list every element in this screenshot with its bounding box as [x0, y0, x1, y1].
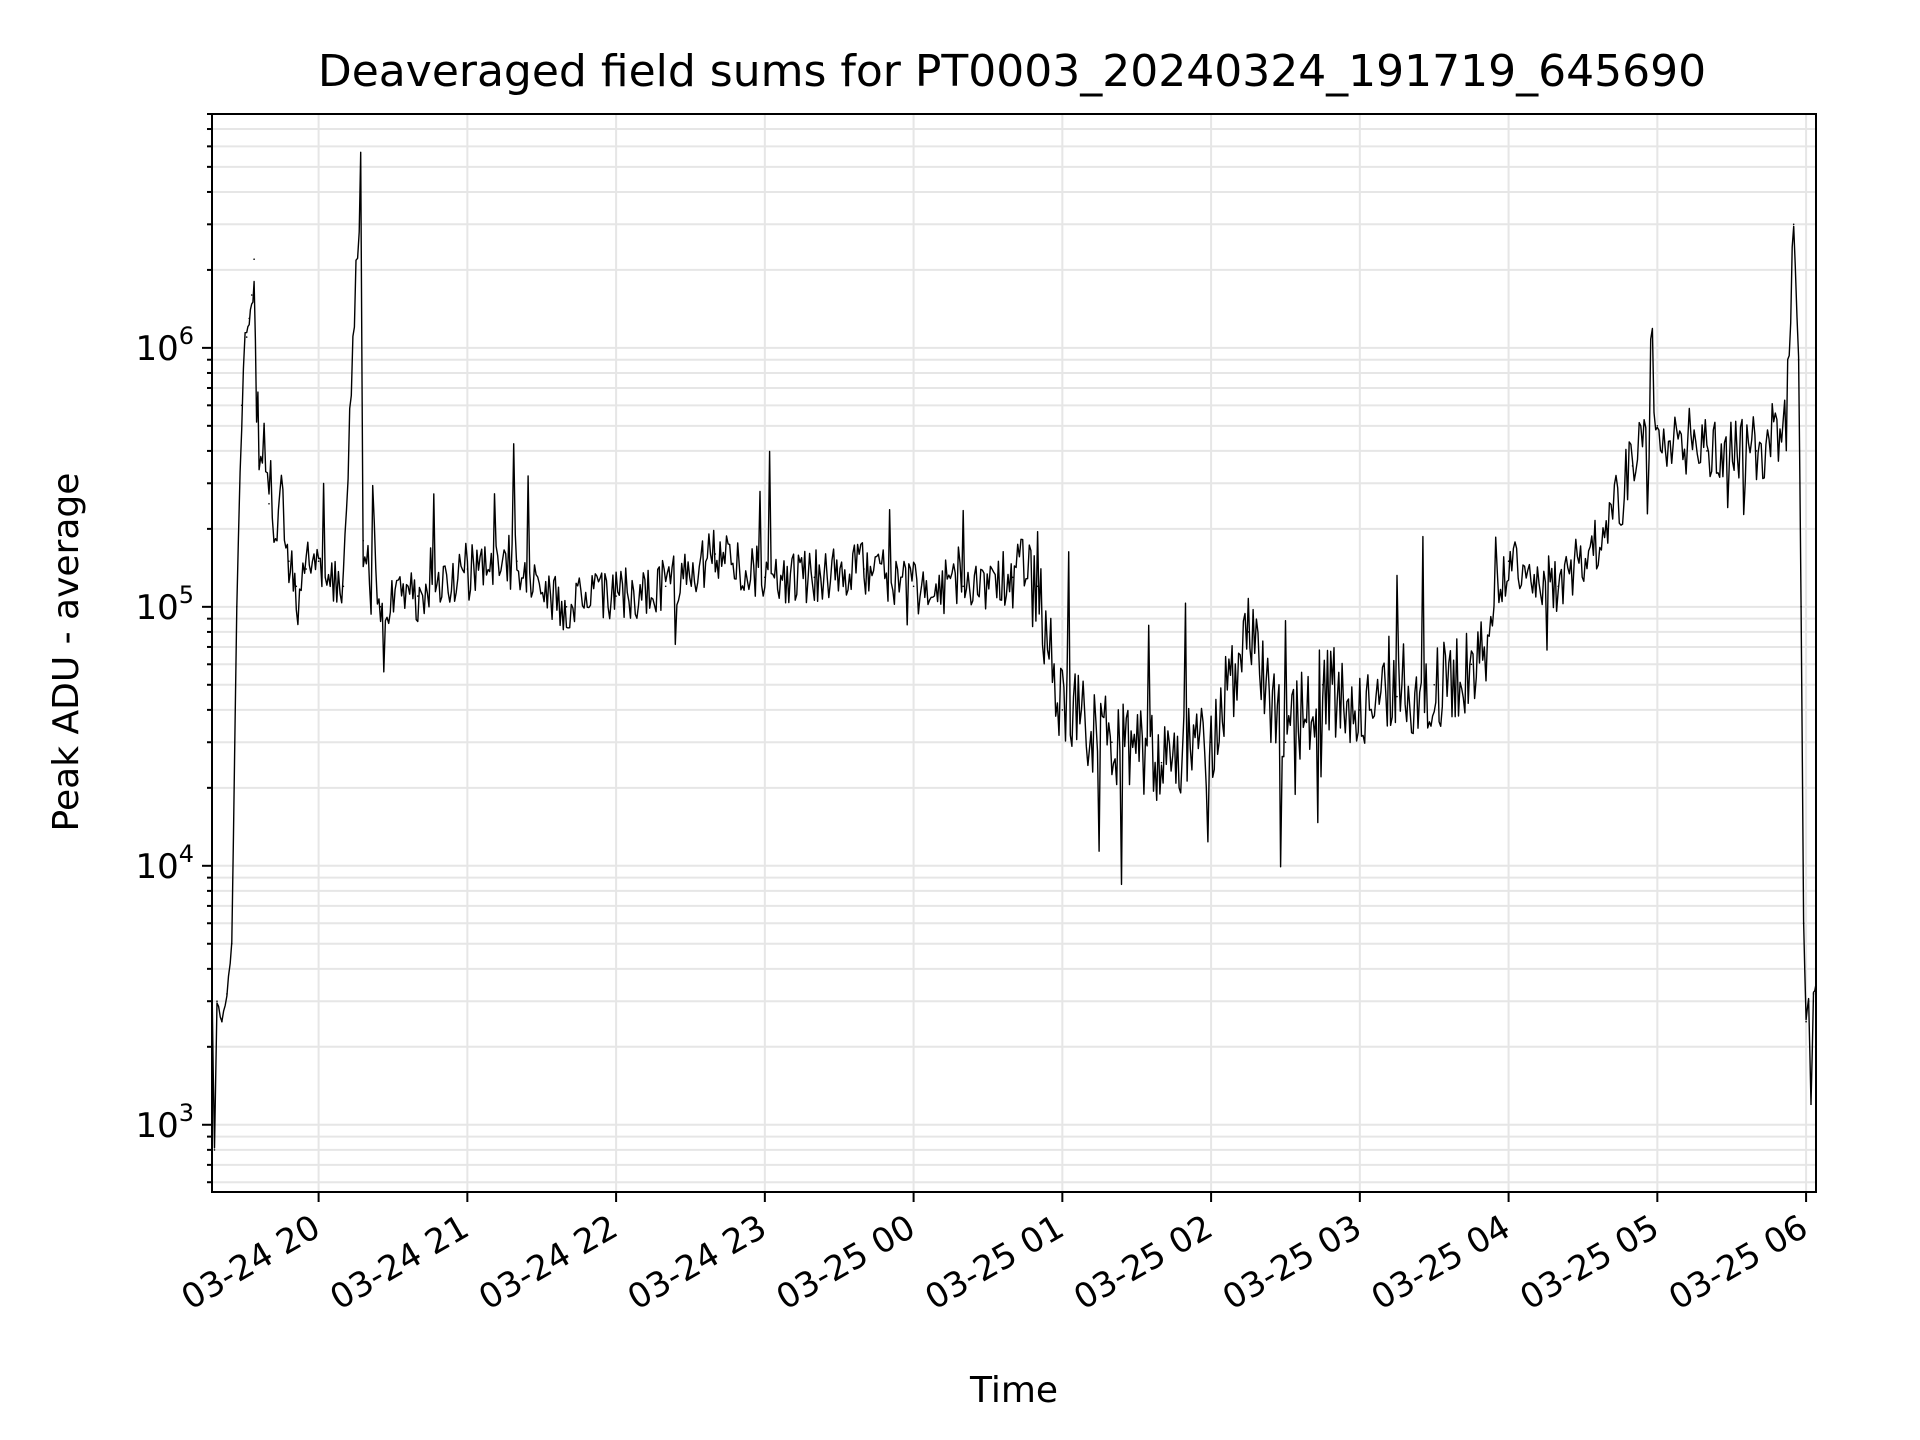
data-point: [1284, 741, 1287, 743]
data-point: [1210, 741, 1212, 743]
data-point: [280, 482, 283, 485]
data-point: [263, 425, 265, 427]
data-point: [615, 595, 617, 597]
data-point: [221, 1020, 223, 1023]
data-point: [1396, 695, 1398, 698]
data-point: [962, 585, 964, 588]
data-point: [226, 993, 228, 995]
data-point: [359, 166, 362, 168]
data-point: [1012, 576, 1014, 579]
data-point: [1706, 450, 1708, 452]
data-point: [231, 943, 233, 945]
data-point: [1812, 993, 1815, 995]
data-point: [1805, 1020, 1807, 1023]
data-point: [1557, 585, 1559, 588]
data-point: [295, 585, 298, 588]
data-point: [417, 595, 419, 597]
data-point: [379, 606, 382, 608]
data-point: [250, 294, 253, 296]
data-line-group: [211, 151, 1817, 1151]
grid: [212, 113, 1816, 1192]
data-point: [362, 539, 365, 542]
data-point: [288, 560, 290, 562]
data-point: [273, 539, 275, 542]
data-point: [1160, 761, 1163, 764]
y-axis: 103 104 105 106: [135, 113, 212, 1184]
y-tick-label: 103: [135, 1099, 194, 1146]
data-point: [1359, 709, 1361, 711]
data-point: [255, 404, 258, 407]
x-axis-label: Time: [969, 1370, 1058, 1411]
y-tick-label: 106: [135, 322, 194, 369]
data-point: [1607, 528, 1609, 530]
data-point: [813, 576, 816, 579]
data-point: [1631, 465, 1634, 467]
data-point: [664, 585, 667, 588]
data-point: [213, 1149, 216, 1151]
data-point: [1656, 425, 1659, 427]
data-point: [1433, 684, 1435, 686]
y-axis-label: Peak ADU - average: [46, 473, 87, 832]
data-point: [258, 465, 260, 467]
data-point: [1800, 606, 1802, 608]
data-point: [240, 404, 243, 407]
data-point: [1507, 560, 1510, 562]
data-point: [1321, 684, 1324, 686]
data-point: [305, 568, 308, 570]
data-point: [764, 576, 766, 579]
data-point: [216, 1000, 218, 1002]
data-point: [1036, 585, 1039, 588]
data-point: [516, 560, 518, 562]
data-point: [268, 503, 270, 505]
data-point: [1807, 1000, 1810, 1002]
data-point: [1802, 922, 1805, 924]
data-point: [342, 585, 345, 588]
data-point: [1470, 663, 1473, 666]
y-tick-label: 105: [135, 581, 194, 628]
series-line: [211, 151, 1817, 1149]
data-point: [565, 606, 568, 608]
data-point: [1247, 631, 1250, 633]
data-point: [1792, 223, 1795, 226]
y-tick-label: 104: [135, 840, 194, 887]
chart-title: Deaveraged field sums for PT0003_2024032…: [318, 46, 1706, 97]
data-point: [236, 606, 238, 608]
plot-frame: [211, 113, 1817, 1193]
data-point: [1785, 425, 1788, 427]
data-point: [1797, 358, 1800, 361]
data-point: [1810, 1103, 1812, 1106]
data-point: [253, 258, 255, 261]
data-point: [863, 568, 865, 570]
data-point: [714, 553, 717, 555]
data-point: [1061, 709, 1064, 711]
data-point: [317, 560, 320, 562]
data-point: [466, 568, 469, 570]
data-point: [248, 317, 250, 320]
data-point: [245, 336, 248, 338]
data-point: [912, 585, 915, 588]
data-point: [1755, 450, 1758, 452]
data-point: [1111, 741, 1113, 743]
